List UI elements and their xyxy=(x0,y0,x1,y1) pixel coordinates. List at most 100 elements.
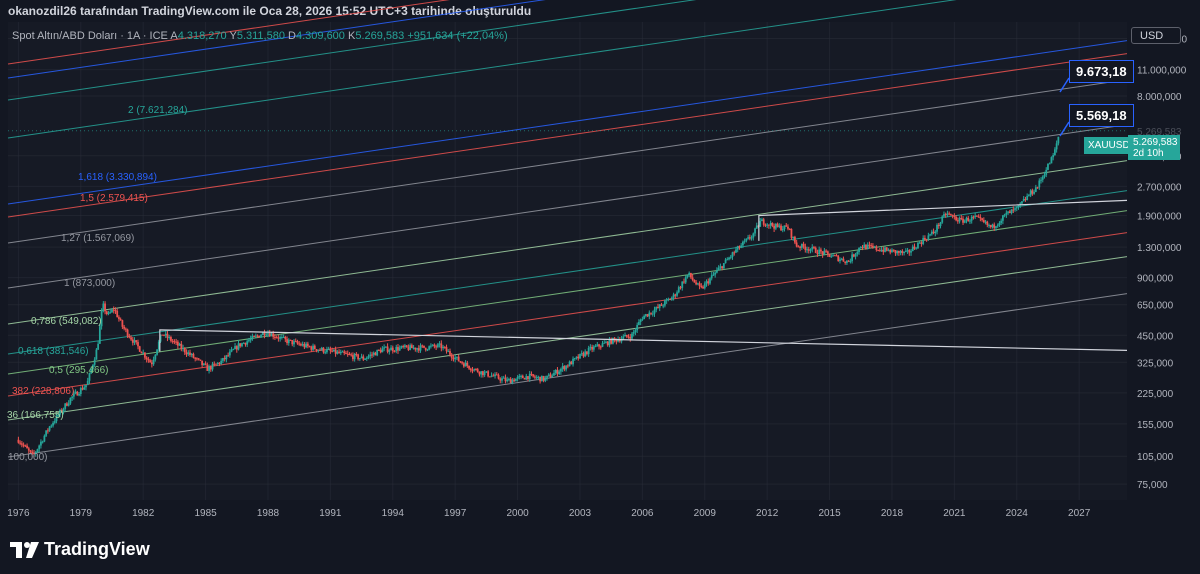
currency-selector[interactable]: USD xyxy=(1131,27,1181,44)
candle-body xyxy=(944,214,947,216)
candle-body xyxy=(404,345,406,348)
candle-body xyxy=(693,279,696,283)
candle-body xyxy=(1052,155,1055,158)
candle-body xyxy=(688,272,691,275)
candle-body xyxy=(740,245,743,248)
candle-body xyxy=(317,349,320,351)
candle-body xyxy=(277,337,280,339)
candle-body xyxy=(194,357,197,359)
candle-body xyxy=(426,349,429,351)
candle-body xyxy=(92,364,94,369)
candle-body xyxy=(800,243,803,248)
candle-body xyxy=(925,239,928,241)
candle-body xyxy=(899,250,902,253)
candle-body xyxy=(291,340,294,345)
candle-body xyxy=(97,343,100,350)
candle-body xyxy=(346,353,349,355)
candle-body xyxy=(473,369,476,371)
last-price: 5.269,583 xyxy=(1133,137,1178,148)
candle-body xyxy=(797,246,800,248)
x-tick-label: 2027 xyxy=(1068,508,1091,519)
candle-body xyxy=(204,363,207,365)
candle-body xyxy=(974,215,977,218)
candle-body xyxy=(996,225,999,227)
candle-body xyxy=(104,303,106,312)
candle-body xyxy=(1001,215,1004,221)
candle-body xyxy=(677,287,680,293)
candle-body xyxy=(419,345,422,351)
candle-body xyxy=(209,366,212,370)
candle-body xyxy=(487,371,490,377)
candle-body xyxy=(986,221,989,226)
candle-body xyxy=(970,216,973,221)
candle-body xyxy=(830,256,833,258)
candle-body xyxy=(329,349,332,351)
candle-body xyxy=(1026,195,1029,200)
candle-body xyxy=(338,351,340,354)
candle-body xyxy=(69,397,72,404)
candle-body xyxy=(20,443,23,445)
candle-body xyxy=(52,422,54,426)
candle-body xyxy=(963,220,966,223)
candle-body xyxy=(301,344,304,346)
candle-body xyxy=(98,326,101,344)
candle-body xyxy=(170,336,172,341)
candle-body xyxy=(516,376,519,379)
candle-body xyxy=(24,445,27,447)
attribution-bar: okanozdil26 tarafından TradingView.com i… xyxy=(0,0,1200,22)
candle-body xyxy=(71,396,74,398)
candle-body xyxy=(676,292,678,296)
candle-body xyxy=(774,223,777,229)
candle-body xyxy=(412,347,415,349)
candle-body xyxy=(540,376,543,382)
candle-body xyxy=(653,309,656,314)
candle-body xyxy=(586,351,588,355)
candle-body xyxy=(40,441,42,446)
candle-body xyxy=(882,249,885,252)
candle-body xyxy=(452,357,455,360)
candle-body xyxy=(360,356,363,359)
candle-body xyxy=(133,340,136,343)
candle-body xyxy=(386,346,389,352)
candle-body xyxy=(842,258,845,262)
candle-body xyxy=(442,346,444,349)
candle-body xyxy=(199,359,202,361)
candle-body xyxy=(258,335,261,338)
candle-body xyxy=(492,375,495,377)
candle-body xyxy=(632,332,635,334)
candle-body xyxy=(766,224,769,226)
candle-body xyxy=(655,306,658,310)
candle-body xyxy=(508,378,510,380)
candle-body xyxy=(497,374,500,379)
candle-body xyxy=(823,250,826,255)
candle-body xyxy=(644,314,647,316)
candle-body xyxy=(345,353,347,355)
candle-body xyxy=(759,221,762,227)
candle-body xyxy=(157,341,160,350)
candle-body xyxy=(81,388,84,390)
candle-body xyxy=(738,246,741,248)
candle-body xyxy=(525,376,528,380)
candle-body xyxy=(78,394,80,396)
candle-body xyxy=(605,341,607,343)
candle-body xyxy=(1010,209,1013,214)
candle-body xyxy=(979,217,982,219)
candle-body xyxy=(839,259,841,262)
candle-body xyxy=(1012,209,1015,211)
candle-body xyxy=(690,272,692,278)
candle-body xyxy=(1014,208,1016,210)
candle-body xyxy=(501,378,503,381)
candle-body xyxy=(440,343,443,349)
candle-body xyxy=(972,216,975,218)
candle-body xyxy=(202,363,205,366)
candle-body xyxy=(395,347,398,352)
y-tick-label: 155,000 xyxy=(1137,420,1174,431)
candle-body xyxy=(658,304,661,308)
candle-body xyxy=(59,410,61,415)
close-value: 5.269,583 xyxy=(355,30,405,42)
candle-body xyxy=(119,319,122,321)
candle-body xyxy=(698,283,701,287)
candle-body xyxy=(206,364,209,371)
candle-body xyxy=(300,344,302,346)
